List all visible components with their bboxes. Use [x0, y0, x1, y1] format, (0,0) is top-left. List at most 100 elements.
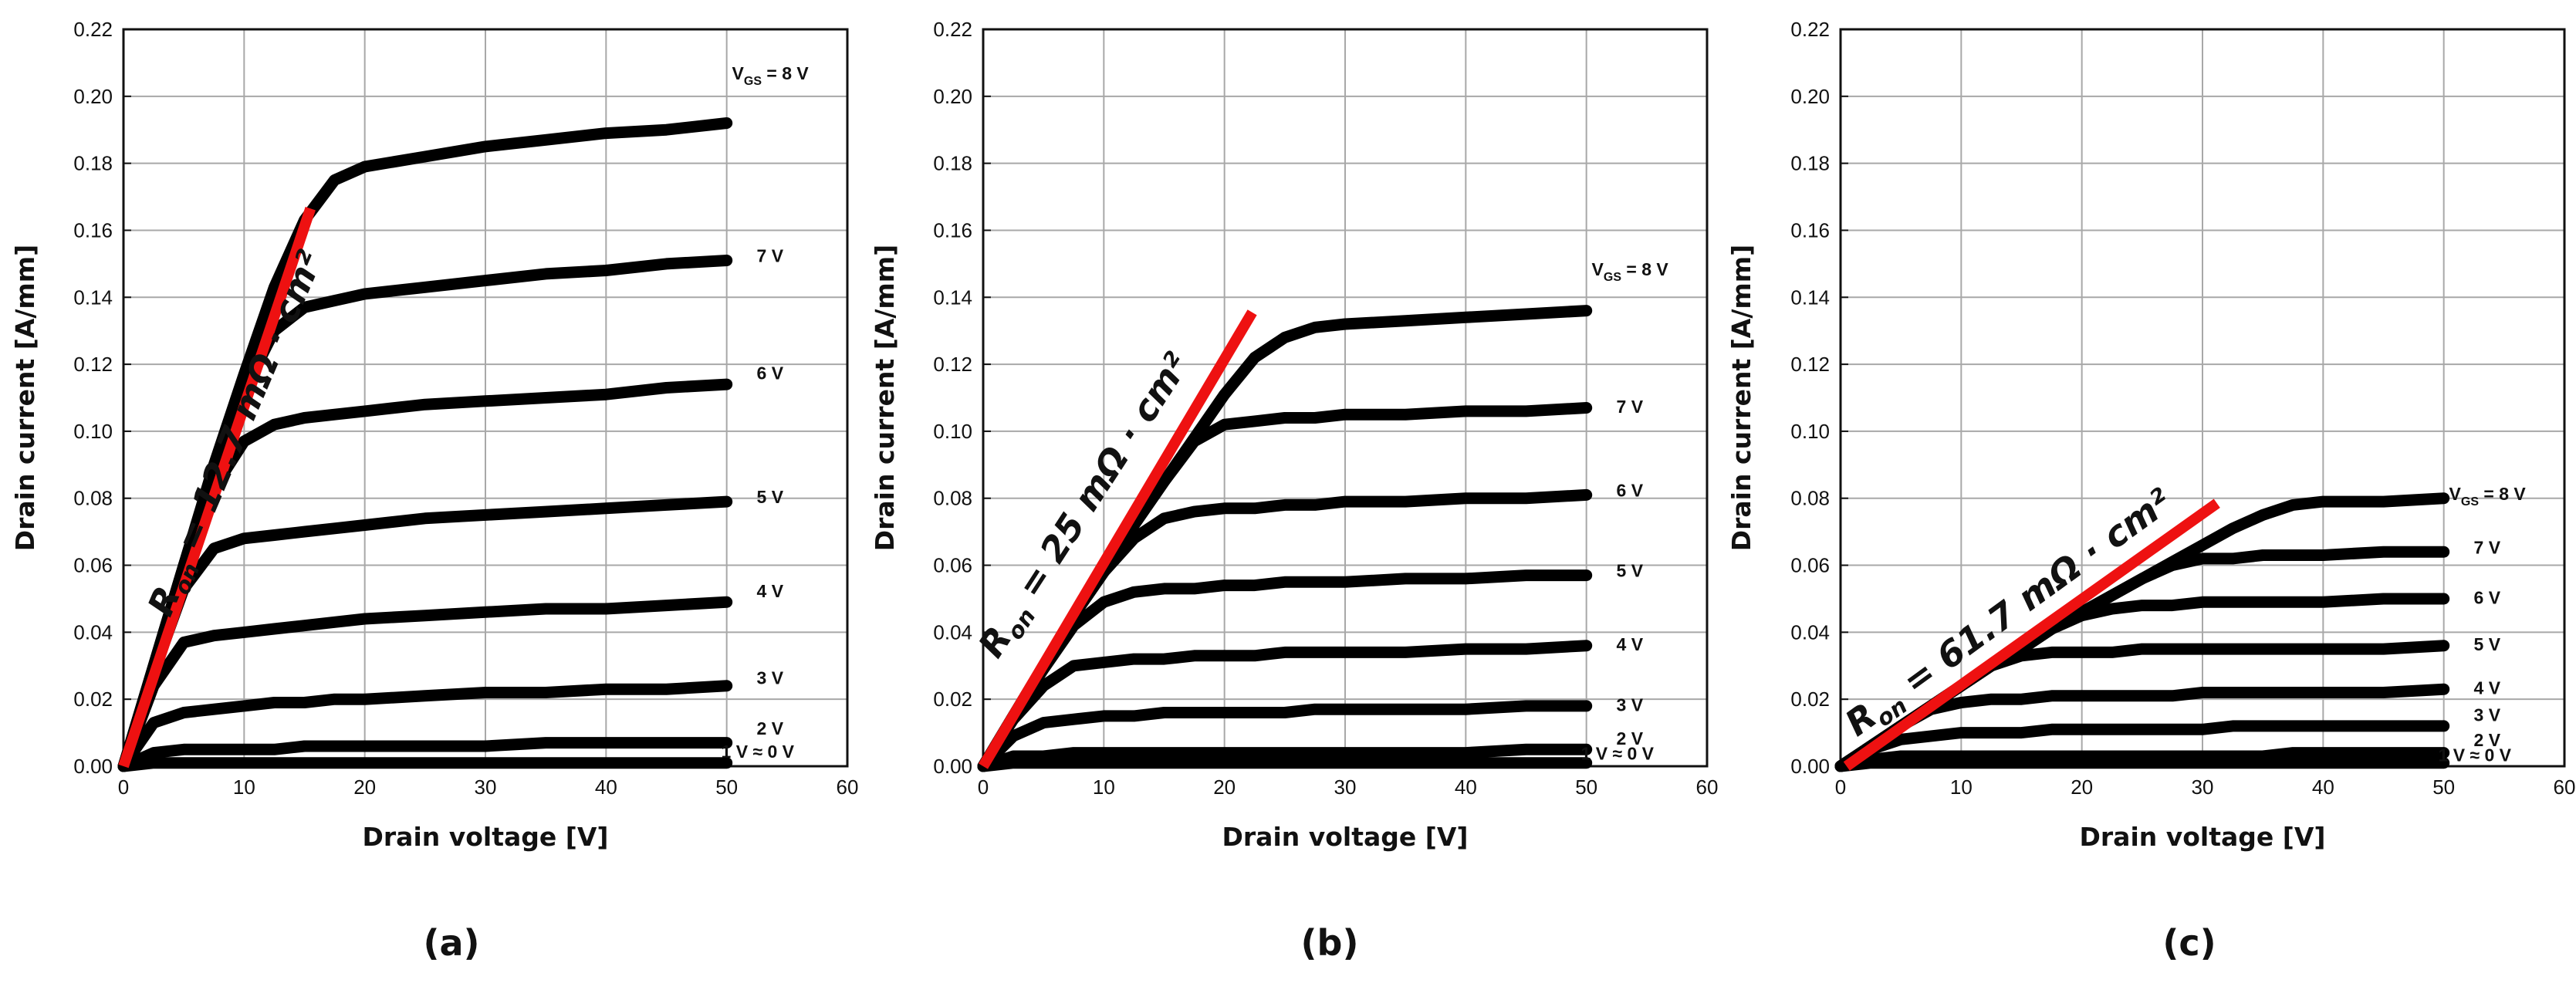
x-tick-label: 60 — [2554, 775, 2576, 799]
y-tick-label: 0.08 — [73, 487, 113, 510]
series-label: 3 V — [1617, 694, 1644, 715]
series-label: 6 V — [2474, 587, 2501, 607]
y-axis-title: Drain current [A/mm] — [10, 245, 40, 552]
y-tick-label: 0.22 — [933, 18, 972, 41]
x-axis-title: Drain voltage [V] — [2080, 822, 2326, 852]
series-line — [1834, 757, 2450, 772]
series-label-main: V — [2449, 484, 2462, 504]
series-line — [117, 495, 733, 772]
series-label: VGS = 8 V — [1592, 259, 1669, 284]
ron-fit-line — [978, 309, 1257, 769]
ron-annotation: Ron = 12.7 mΩ · cm² — [140, 245, 336, 623]
series-label-sub: GS — [1604, 271, 1621, 284]
series-label-sub: GS — [744, 75, 762, 88]
y-tick-label: 0.10 — [1790, 420, 1830, 443]
y-tick-label: 0.04 — [73, 620, 113, 644]
x-tick-label: 10 — [1093, 775, 1115, 799]
y-tick-label: 0.06 — [1790, 554, 1830, 577]
series-label: 4 V — [757, 581, 784, 601]
series-line — [1834, 720, 2450, 772]
x-tick-label: 50 — [2432, 775, 2455, 799]
series-label: 5 V — [2474, 634, 2501, 654]
y-tick-label: 0.22 — [73, 18, 113, 41]
series-label-main: V — [732, 63, 745, 83]
y-tick-label: 0.14 — [933, 286, 972, 309]
x-tick-label: 60 — [837, 775, 859, 799]
series-label: 5 V — [1617, 561, 1644, 581]
series-label-main: V — [1592, 259, 1604, 279]
panel-label: (a) — [423, 922, 479, 964]
x-tick-label: 40 — [595, 775, 617, 799]
series-label: 6 V — [757, 363, 784, 383]
x-tick-label: 0 — [1835, 775, 1846, 799]
y-tick-label: 0.02 — [933, 688, 972, 711]
x-tick-label: 40 — [2312, 775, 2334, 799]
x-tick-label: 30 — [1334, 775, 1357, 799]
y-axis-title: Drain current [A/mm] — [1726, 245, 1756, 552]
x-tick-label: 30 — [2192, 775, 2214, 799]
chart-panel: 0 10 20 30 40 50 60 0.00 0.02 0.04 0.06 0.08 0.10 0.1… — [870, 18, 1718, 964]
y-tick-label: 0.20 — [1790, 85, 1830, 108]
series-label: 7 V — [757, 246, 784, 266]
y-tick-label: 0.10 — [73, 420, 113, 443]
series-line — [117, 757, 733, 772]
y-tick-label: 0.16 — [73, 218, 113, 242]
y-tick-label: 0.18 — [1790, 152, 1830, 175]
series-line — [977, 640, 1593, 772]
y-tick-label: 0.08 — [1790, 487, 1830, 510]
y-tick-label: 0.14 — [73, 286, 113, 309]
x-tick-label: 0 — [118, 775, 129, 799]
series-label-rest: = 8 V — [2479, 484, 2526, 504]
ron-fit-line — [1843, 498, 2220, 771]
panel-label: (b) — [1301, 922, 1359, 964]
y-tick-label: 0.04 — [933, 620, 972, 644]
y-tick-label: 0.12 — [1790, 353, 1830, 376]
series-label: 2 V — [1617, 728, 1644, 748]
series-label: 1 V ≈ 0 V — [1581, 743, 1655, 763]
y-tick-label: 0.20 — [73, 85, 113, 108]
x-tick-label: 10 — [233, 775, 255, 799]
x-tick-label: 20 — [2071, 775, 2093, 799]
y-tick-label: 0.16 — [933, 218, 972, 242]
series-label: 2 V — [757, 718, 784, 738]
series-line — [977, 757, 1593, 772]
panel-label: (c) — [2162, 922, 2216, 964]
chart-panel: 0 10 20 30 40 50 60 0.00 0.02 0.04 0.06 0.08 0.10 0.1… — [10, 18, 858, 964]
y-tick-label: 0.00 — [933, 755, 972, 778]
y-tick-label: 0.10 — [933, 420, 972, 443]
y-tick-label: 0.18 — [933, 152, 972, 175]
y-tick-label: 0.02 — [1790, 688, 1830, 711]
y-tick-label: 0.12 — [933, 353, 972, 376]
x-tick-label: 20 — [353, 775, 376, 799]
x-tick-label: 60 — [1696, 775, 1719, 799]
y-tick-label: 0.00 — [1790, 755, 1830, 778]
series-line — [117, 680, 733, 772]
y-tick-label: 0.22 — [1790, 18, 1830, 41]
x-tick-label: 20 — [1213, 775, 1236, 799]
series-label: 5 V — [757, 487, 784, 507]
series-line — [977, 743, 1593, 772]
x-axis-title: Drain voltage [V] — [1222, 822, 1469, 852]
x-tick-label: 50 — [1575, 775, 1597, 799]
x-axis-title: Drain voltage [V] — [363, 822, 609, 852]
series-label: 7 V — [1617, 397, 1644, 417]
series-line — [1834, 747, 2450, 772]
x-tick-label: 30 — [475, 775, 497, 799]
x-tick-label: 10 — [1950, 775, 1973, 799]
x-tick-label: 50 — [715, 775, 738, 799]
series-label: 1 V ≈ 0 V — [722, 742, 795, 762]
y-tick-label: 0.12 — [73, 353, 113, 376]
y-tick-label: 0.06 — [73, 554, 113, 577]
y-tick-label: 0.08 — [933, 487, 972, 510]
y-tick-label: 0.18 — [73, 152, 113, 175]
y-tick-label: 0.00 — [73, 755, 113, 778]
chart-panel: 0 10 20 30 40 50 60 0.00 0.02 0.04 0.06 0.08 0.10 0.1… — [1726, 18, 2575, 964]
x-tick-label: 40 — [1455, 775, 1477, 799]
y-tick-label: 0.06 — [933, 554, 972, 577]
series-line — [117, 737, 733, 772]
series-line — [117, 596, 733, 772]
ron-annotation: Ron = 61.7 mΩ · cm² — [1837, 480, 2182, 748]
y-axis-title: Drain current [A/mm] — [870, 245, 900, 552]
series-label: 3 V — [2474, 704, 2501, 725]
series-label: VGS = 8 V — [732, 63, 810, 88]
